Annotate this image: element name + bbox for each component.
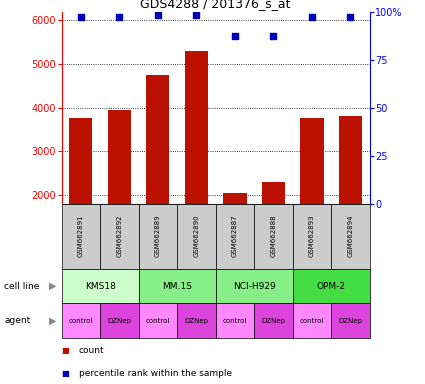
Text: GSM662888: GSM662888 [270,215,276,258]
Point [309,14,315,20]
Title: GDS4288 / 201376_s_at: GDS4288 / 201376_s_at [140,0,291,10]
FancyBboxPatch shape [139,204,177,269]
Text: ■: ■ [62,346,70,355]
Text: percentile rank within the sample: percentile rank within the sample [79,369,232,378]
FancyBboxPatch shape [62,303,100,338]
Text: control: control [146,318,170,324]
Text: GSM662889: GSM662889 [155,215,161,258]
Text: MM.1S: MM.1S [162,281,192,291]
Text: agent: agent [4,316,31,325]
Text: GSM662887: GSM662887 [232,215,238,258]
FancyBboxPatch shape [139,269,215,303]
Point [116,14,123,20]
Text: GSM662891: GSM662891 [78,215,84,258]
Text: control: control [69,318,93,324]
FancyBboxPatch shape [215,303,254,338]
Bar [339,116,362,282]
Text: control: control [300,318,324,324]
FancyBboxPatch shape [293,303,331,338]
Point [193,12,200,18]
FancyBboxPatch shape [139,303,177,338]
Text: count: count [79,346,104,355]
Text: GSM662892: GSM662892 [116,215,122,257]
Bar [185,51,208,282]
FancyBboxPatch shape [254,204,293,269]
FancyBboxPatch shape [100,204,139,269]
FancyBboxPatch shape [331,303,370,338]
Text: DZNep: DZNep [108,318,131,324]
FancyBboxPatch shape [215,204,254,269]
FancyBboxPatch shape [215,269,293,303]
Text: DZNep: DZNep [338,318,363,324]
FancyBboxPatch shape [293,269,370,303]
Point [155,12,162,18]
Text: GSM662890: GSM662890 [193,215,199,258]
Text: ■: ■ [62,369,70,378]
Point [232,33,238,40]
Bar [224,193,246,282]
Bar [300,118,323,282]
Bar [262,182,285,282]
Text: NCI-H929: NCI-H929 [233,281,275,291]
FancyBboxPatch shape [100,303,139,338]
Text: ▶: ▶ [49,281,57,291]
Text: ▶: ▶ [49,316,57,326]
FancyBboxPatch shape [177,204,215,269]
Text: KMS18: KMS18 [85,281,116,291]
Text: DZNep: DZNep [184,318,208,324]
Text: GSM662894: GSM662894 [348,215,354,257]
Text: cell line: cell line [4,281,40,291]
Text: control: control [223,318,247,324]
Point [270,33,277,40]
FancyBboxPatch shape [62,269,139,303]
FancyBboxPatch shape [254,303,293,338]
FancyBboxPatch shape [177,303,215,338]
Text: GSM662893: GSM662893 [309,215,315,258]
Text: OPM-2: OPM-2 [317,281,346,291]
Bar [69,118,92,282]
FancyBboxPatch shape [331,204,370,269]
FancyBboxPatch shape [293,204,331,269]
Bar [108,110,131,282]
Text: DZNep: DZNep [261,318,286,324]
FancyBboxPatch shape [62,204,100,269]
Point [77,14,84,20]
Bar [146,75,170,282]
Point [347,14,354,20]
